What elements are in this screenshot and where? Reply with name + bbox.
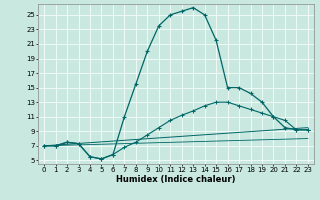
X-axis label: Humidex (Indice chaleur): Humidex (Indice chaleur) [116,175,236,184]
